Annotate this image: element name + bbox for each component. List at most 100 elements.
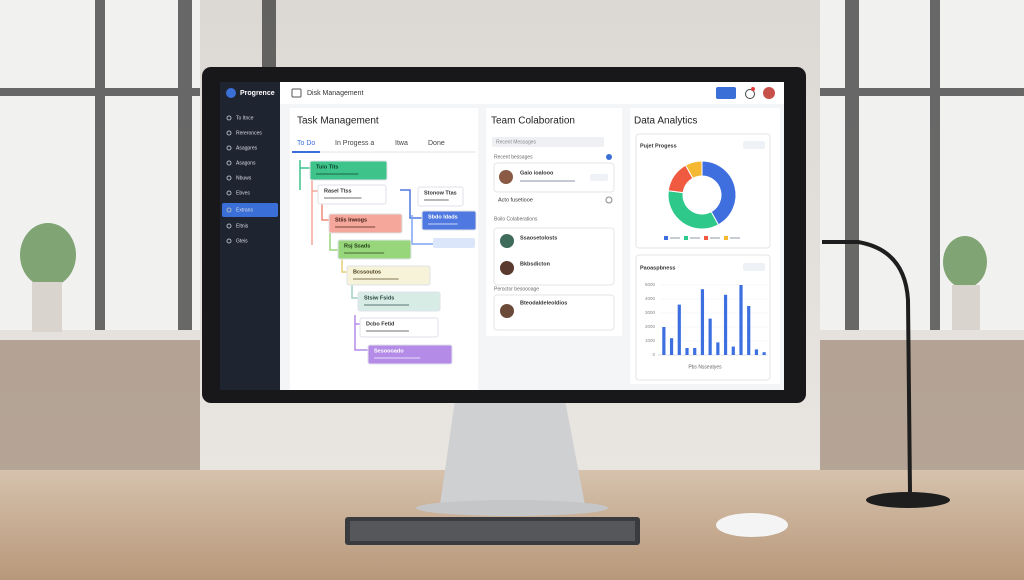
header-title: Disk Management: [307, 90, 363, 97]
brand: Progrence: [240, 90, 275, 97]
panel-title: Data Analytics: [634, 116, 697, 127]
nav-icon: [226, 130, 232, 136]
section-label: Acto fusetiooe: [498, 197, 533, 203]
tab[interactable]: To Do: [297, 140, 315, 147]
notification-icon[interactable]: [745, 89, 755, 99]
tab[interactable]: In Progess a: [335, 140, 374, 147]
legend-swatch: [684, 236, 688, 240]
task-card[interactable]: [367, 344, 453, 365]
task-card[interactable]: [346, 265, 431, 286]
header-bar: [280, 82, 784, 104]
nav-item[interactable]: To Itnce: [236, 115, 254, 121]
nav-icon: [226, 175, 232, 181]
message-card[interactable]: [493, 162, 615, 193]
avatar: [500, 304, 514, 318]
panel-title: Team Colaboration: [491, 116, 575, 127]
tab[interactable]: Itwa: [395, 140, 408, 147]
card-button[interactable]: [743, 263, 765, 271]
y-tick-label: 2000: [645, 324, 656, 329]
task-card[interactable]: [417, 186, 464, 207]
nav-item[interactable]: Rereronces: [236, 130, 262, 136]
bar: [716, 342, 720, 355]
y-tick-label: 5000: [645, 282, 656, 287]
task-card[interactable]: [357, 291, 441, 312]
legend-swatch: [724, 236, 728, 240]
task-card-line: [353, 278, 399, 280]
task-card[interactable]: [309, 160, 388, 181]
keys: [350, 521, 635, 541]
count-dot: [606, 154, 612, 160]
legend-swatch: [664, 236, 668, 240]
legend-line: [690, 237, 700, 239]
mouse: [716, 513, 788, 537]
project-name: Bteodaldeleoldios: [520, 300, 567, 306]
nav-item[interactable]: Asagpres: [236, 145, 258, 151]
task-card-line: [316, 173, 359, 175]
bar: [723, 294, 728, 355]
y-tick-label: 4000: [645, 296, 656, 301]
legend-line: [670, 237, 680, 239]
logo: [226, 88, 236, 98]
monitor-stand: [440, 400, 585, 505]
search-box[interactable]: [492, 137, 604, 147]
task-card-title: Rsj Ssads: [344, 243, 370, 249]
nav-item[interactable]: Gteis: [236, 238, 248, 244]
avatar: [500, 234, 514, 248]
side-table: [0, 340, 200, 470]
task-card[interactable]: [328, 213, 403, 234]
plant: [20, 223, 76, 332]
user-avatar[interactable]: [763, 87, 775, 99]
nav-item[interactable]: Eltnis: [236, 223, 249, 229]
nav-icon: [226, 223, 232, 229]
bar: [685, 348, 689, 355]
task-card[interactable]: [421, 210, 477, 231]
task-card-line: [364, 304, 410, 306]
sidebar: [220, 82, 280, 390]
task-card[interactable]: [317, 184, 387, 205]
chart-title: Pujet Progess: [640, 143, 677, 149]
header-button[interactable]: [716, 87, 736, 99]
legend-line: [730, 237, 740, 239]
window-frame: [0, 0, 1024, 330]
y-tick-label: 3000: [645, 310, 656, 315]
tab[interactable]: Done: [428, 140, 445, 147]
task-card-title: Stsiw Fsids: [364, 295, 394, 301]
task-card[interactable]: [359, 317, 439, 338]
legend-line: [710, 237, 720, 239]
nav-item[interactable]: Extrans: [236, 207, 253, 213]
section-label: Recent bessages: [494, 154, 533, 160]
task-card-title: Sesoooado: [374, 348, 404, 354]
task-card[interactable]: [337, 239, 412, 260]
task-connectors: [299, 160, 433, 351]
avatar: [499, 170, 513, 184]
y-tick-label: 1000: [645, 338, 656, 343]
badge: [751, 87, 755, 91]
monitor-base: [416, 500, 608, 516]
bar: [669, 338, 674, 355]
task-card-title: Tuio Tits: [316, 164, 338, 170]
nav-item[interactable]: Asagons: [236, 160, 256, 166]
project-card[interactable]: [493, 294, 615, 331]
plant: [943, 236, 987, 330]
nav-item[interactable]: Ebves: [236, 190, 250, 196]
task-card-line: [428, 223, 458, 225]
side-table: [820, 340, 1024, 470]
avatar: [500, 261, 514, 275]
bar: [739, 285, 743, 355]
nav-icon: [226, 145, 232, 151]
nav-item[interactable]: Nbuws: [236, 175, 252, 181]
bar: [762, 352, 766, 355]
task-card-line: [366, 330, 409, 332]
panel-title: Task Management: [297, 116, 379, 127]
active-nav: [222, 203, 278, 217]
legend-swatch: [704, 236, 708, 240]
nav-icon: [226, 115, 232, 121]
collab-card[interactable]: [493, 227, 615, 286]
bar: [747, 306, 751, 355]
search-text: Recent Messages: [496, 139, 537, 145]
refresh-icon[interactable]: [605, 196, 613, 204]
header-icon: [291, 88, 302, 98]
task-card-title: Stiis Inwogs: [335, 217, 367, 223]
chart-title: Paoaspbness: [640, 265, 675, 271]
card-button[interactable]: [743, 141, 765, 149]
